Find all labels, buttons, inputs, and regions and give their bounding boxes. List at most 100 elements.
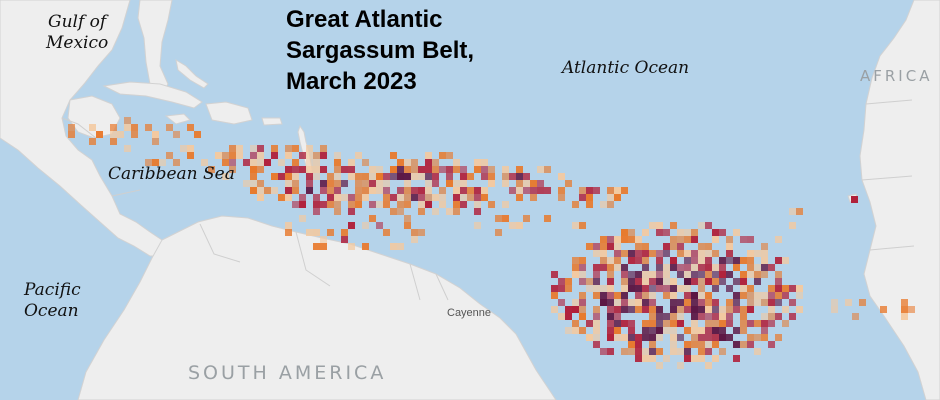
density-cell: [712, 285, 719, 292]
density-cell: [145, 159, 152, 166]
density-cell: [663, 271, 670, 278]
density-cell: [649, 278, 656, 285]
density-cell: [89, 124, 96, 131]
density-cell: [628, 229, 635, 236]
density-cell: [558, 187, 565, 194]
density-cell: [663, 278, 670, 285]
density-cell: [383, 173, 390, 180]
density-cell: [859, 299, 866, 306]
density-cell: [621, 236, 628, 243]
density-cell: [320, 152, 327, 159]
density-cell: [628, 278, 635, 285]
density-cell: [404, 173, 411, 180]
density-cell: [285, 166, 292, 173]
density-cell: [257, 152, 264, 159]
density-cell: [607, 327, 614, 334]
density-cell: [656, 250, 663, 257]
density-cell: [558, 299, 565, 306]
density-cell: [880, 306, 887, 313]
density-cell: [719, 327, 726, 334]
density-cell: [362, 187, 369, 194]
density-cell: [551, 292, 558, 299]
density-cell: [719, 313, 726, 320]
density-cell: [684, 306, 691, 313]
density-cell: [390, 194, 397, 201]
density-cell: [712, 306, 719, 313]
density-cell: [761, 313, 768, 320]
density-cell: [635, 341, 642, 348]
density-cell: [565, 278, 572, 285]
density-cell: [768, 299, 775, 306]
density-cell: [68, 124, 75, 131]
density-cell: [705, 292, 712, 299]
africa: [859, 0, 940, 400]
density-cell: [376, 222, 383, 229]
density-cell: [698, 292, 705, 299]
density-cell: [313, 229, 320, 236]
density-cell: [586, 278, 593, 285]
density-cell: [502, 173, 509, 180]
density-cell: [572, 257, 579, 264]
density-cell: [901, 313, 908, 320]
density-cell: [327, 187, 334, 194]
density-cell: [474, 187, 481, 194]
density-cell: [306, 229, 313, 236]
density-cell: [495, 229, 502, 236]
density-cell: [516, 222, 523, 229]
density-cell: [747, 306, 754, 313]
density-cell: [509, 187, 516, 194]
density-cell: [635, 257, 642, 264]
density-cell: [740, 320, 747, 327]
density-cell: [362, 222, 369, 229]
density-cell: [250, 166, 257, 173]
density-cell: [607, 201, 614, 208]
density-cell: [306, 173, 313, 180]
density-cell: [285, 194, 292, 201]
density-cell: [411, 236, 418, 243]
density-cell: [292, 180, 299, 187]
density-cell: [726, 243, 733, 250]
density-cell: [299, 166, 306, 173]
density-cell: [684, 257, 691, 264]
density-cell: [684, 271, 691, 278]
density-cell: [768, 306, 775, 313]
density-cell: [677, 271, 684, 278]
density-cell: [642, 306, 649, 313]
density-cell: [761, 299, 768, 306]
density-cell: [264, 187, 271, 194]
africa-label: AFRICA: [860, 67, 933, 85]
density-cell: [726, 250, 733, 257]
density-cell: [383, 187, 390, 194]
density-cell: [684, 250, 691, 257]
density-cell: [845, 299, 852, 306]
density-cell: [271, 152, 278, 159]
density-cell: [733, 257, 740, 264]
density-cell: [670, 334, 677, 341]
density-cell: [691, 257, 698, 264]
density-cell: [313, 173, 320, 180]
density-cell: [117, 131, 124, 138]
density-cell: [705, 362, 712, 369]
density-cell: [369, 166, 376, 173]
density-cell: [726, 236, 733, 243]
density-cell: [607, 264, 614, 271]
density-cell: [621, 229, 628, 236]
density-cell: [628, 236, 635, 243]
density-cell: [481, 194, 488, 201]
density-cell: [565, 313, 572, 320]
pacific-ocean-label: Pacific Ocean: [24, 280, 81, 322]
density-cell: [159, 159, 166, 166]
density-cell: [726, 299, 733, 306]
density-cell: [607, 348, 614, 355]
density-cell: [761, 320, 768, 327]
density-cell: [432, 159, 439, 166]
density-cell: [677, 334, 684, 341]
density-cell: [131, 124, 138, 131]
density-cell: [691, 313, 698, 320]
density-cell: [698, 278, 705, 285]
density-cell: [775, 257, 782, 264]
density-cell: [453, 159, 460, 166]
density-cell: [635, 278, 642, 285]
density-cell: [719, 278, 726, 285]
